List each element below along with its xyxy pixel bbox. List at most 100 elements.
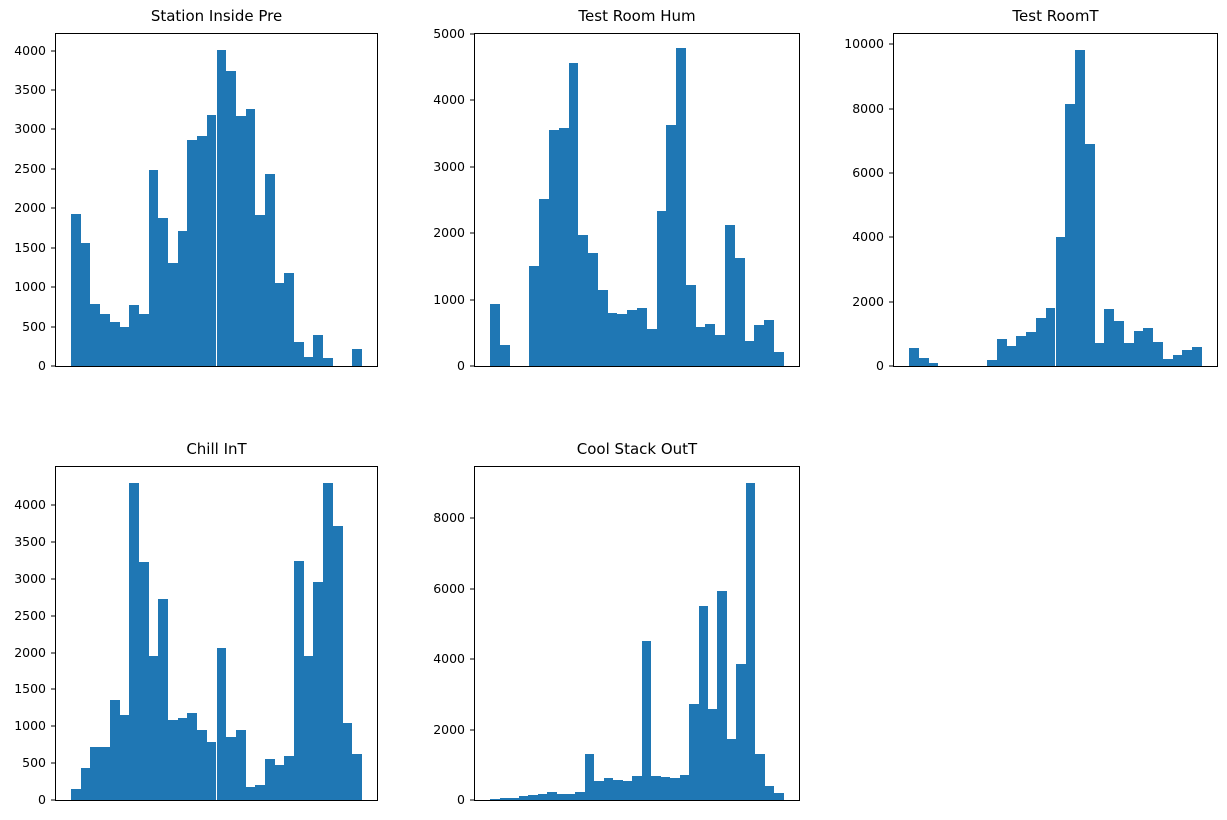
histogram-bar	[255, 215, 265, 366]
y-tick-mark	[889, 108, 893, 110]
y-tick-label: 8000	[852, 100, 884, 116]
histogram-bar	[708, 709, 718, 800]
histogram-bar	[216, 647, 227, 800]
histogram-bar	[177, 231, 188, 366]
histogram-bar	[632, 776, 642, 800]
axes: 0 1000 2000 3000 4000 5000	[433, 27, 800, 371]
y-tick-label: 0	[457, 357, 465, 373]
histogram-bar	[987, 359, 997, 366]
y-tick-mark	[889, 236, 893, 238]
histogram-bar	[660, 777, 671, 800]
y-tick-label: 6000	[433, 580, 465, 596]
histogram-bar	[651, 776, 661, 800]
y-tick-label: 2500	[14, 160, 46, 176]
histogram-bar	[71, 788, 81, 800]
histogram-bar	[323, 482, 333, 800]
histogram-bar	[245, 787, 256, 800]
histogram-bar	[637, 307, 647, 366]
histogram-bar	[235, 116, 246, 366]
histogram-bar	[646, 329, 657, 366]
histogram-bar	[685, 285, 696, 366]
histogram-bar	[129, 483, 139, 800]
histogram-bar	[119, 714, 130, 800]
histogram-bar	[177, 717, 188, 800]
y-tick-mark	[51, 799, 55, 801]
histogram-bar	[90, 303, 101, 366]
histogram-bar	[490, 798, 500, 800]
y-tick-label: 4000	[433, 650, 465, 666]
histogram-bar	[71, 213, 81, 366]
histogram-bar	[689, 703, 699, 800]
y-tick-mark	[470, 658, 474, 660]
chart-title: Test Room Hum	[578, 7, 696, 25]
histogram-bar	[264, 759, 275, 800]
y-tick-label: 3500	[14, 533, 46, 549]
histogram-bar	[726, 739, 737, 800]
histogram-bar	[158, 217, 169, 366]
histogram-bar	[313, 581, 324, 800]
y-tick-mark	[470, 33, 474, 35]
histogram-bar	[1026, 332, 1036, 366]
histogram-bar	[274, 283, 285, 366]
histogram-bar	[622, 781, 633, 800]
histogram-bar	[148, 170, 159, 366]
histogram-bar	[565, 794, 576, 800]
histogram-bar	[187, 713, 198, 800]
axes: 0 500 1000 1500 2000 2500 3000 3500 4000	[14, 466, 378, 805]
y-tick-label: 0	[876, 357, 884, 373]
histogram-bar	[284, 272, 295, 366]
histogram-bar	[1084, 144, 1095, 366]
histogram-bar	[1123, 342, 1134, 366]
y-tick-label: 6000	[852, 164, 884, 180]
histogram-bar	[500, 344, 510, 366]
histogram-bar	[509, 797, 519, 800]
chart-title: Station Inside Pre	[150, 7, 283, 25]
plot-area: 0 2000 4000 6000 8000 10000	[844, 34, 1217, 371]
histogram-bar	[206, 115, 217, 366]
histogram-bar	[1172, 355, 1183, 366]
histogram-bar	[1104, 308, 1115, 366]
histogram-bar	[1114, 320, 1124, 366]
y-tick-mark	[51, 688, 55, 690]
y-tick-mark	[889, 43, 893, 45]
y-tick-mark	[51, 207, 55, 209]
histogram-bar	[1143, 328, 1154, 366]
histogram-bar	[1055, 237, 1066, 366]
histogram-bar	[594, 780, 604, 800]
histogram-bar	[342, 722, 353, 800]
y-tick-label: 3000	[14, 121, 46, 137]
histogram-bar	[518, 796, 529, 800]
histogram-bar	[1133, 331, 1144, 366]
histogram-bar	[698, 606, 709, 800]
axes: 0 500 1000 1500 2000 2500 3000 3500 4000	[14, 33, 378, 371]
histogram-bar	[100, 746, 110, 800]
histogram-bar	[255, 785, 265, 800]
y-tick-label: 2000	[14, 644, 46, 660]
y-tick-label: 10000	[844, 36, 884, 52]
histogram-bar	[745, 482, 756, 800]
histogram-bar	[578, 234, 589, 366]
histogram-bar	[734, 257, 745, 366]
y-tick-mark	[470, 517, 474, 519]
y-tick-mark	[51, 286, 55, 288]
histogram-bar	[666, 124, 677, 366]
histogram-bar	[755, 753, 765, 800]
histogram-bar	[717, 591, 727, 800]
y-tick-mark	[51, 89, 55, 91]
y-tick-mark	[470, 365, 474, 367]
y-tick-mark	[51, 652, 55, 654]
y-tick-mark	[51, 50, 55, 52]
histogram-bar	[695, 326, 706, 366]
y-tick-label: 1000	[14, 718, 46, 734]
chart-test-roomt: Test RoomT 0 2000 4000 6000 8000 10000	[844, 0, 1218, 400]
histogram-bar	[773, 352, 784, 366]
y-tick-label: 4000	[14, 42, 46, 58]
y-tick-label: 3500	[14, 81, 46, 97]
y-tick-mark	[470, 299, 474, 301]
histogram-bar	[490, 304, 500, 366]
plot-area: 0 500 1000 1500 2000 2500 3000 3500 4000	[14, 467, 377, 805]
y-tick-mark	[470, 588, 474, 590]
histogram-bar	[245, 108, 256, 366]
chart-title: Test RoomT	[1012, 7, 1099, 25]
axes: 0 2000 4000 6000 8000 10000	[844, 33, 1218, 371]
